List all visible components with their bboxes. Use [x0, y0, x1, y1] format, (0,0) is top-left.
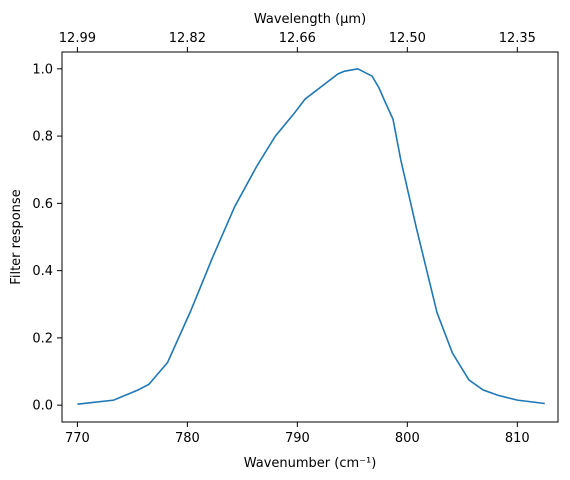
top-tick-label: 12.66: [279, 31, 316, 46]
x-tick-label: 770: [65, 431, 90, 446]
top-tick-label: 12.50: [389, 31, 426, 46]
y-tick-label: 0.2: [32, 331, 53, 346]
y-tick-label: 1.0: [32, 62, 53, 77]
top-tick-label: 12.35: [499, 31, 536, 46]
plot-frame: [61, 51, 559, 423]
top-tick-label: 12.99: [59, 31, 96, 46]
y-tick-label: 0.0: [32, 399, 53, 414]
y-tick-label: 0.6: [32, 197, 53, 212]
y-tick-label: 0.4: [32, 264, 53, 279]
y-tick-label: 0.8: [32, 130, 53, 145]
x-tick-label: 780: [175, 431, 200, 446]
tick-marks: [57, 47, 518, 427]
x-tick-label: 790: [285, 431, 310, 446]
y-axis-title: Filter response: [9, 189, 24, 284]
x-tick-label: 810: [505, 431, 530, 446]
x-tick-label: 800: [395, 431, 420, 446]
series-line: [77, 67, 545, 405]
top-tick-label: 12.82: [169, 31, 206, 46]
top-axis-title: Wavelength (μm): [254, 12, 366, 27]
x-axis-title: Wavenumber (cm⁻¹): [244, 456, 377, 471]
tick-labels: 770 780 790 800 810 0.0 0.2 0.4 0.6 0.8 1.0 12.99 12…: [32, 31, 536, 446]
